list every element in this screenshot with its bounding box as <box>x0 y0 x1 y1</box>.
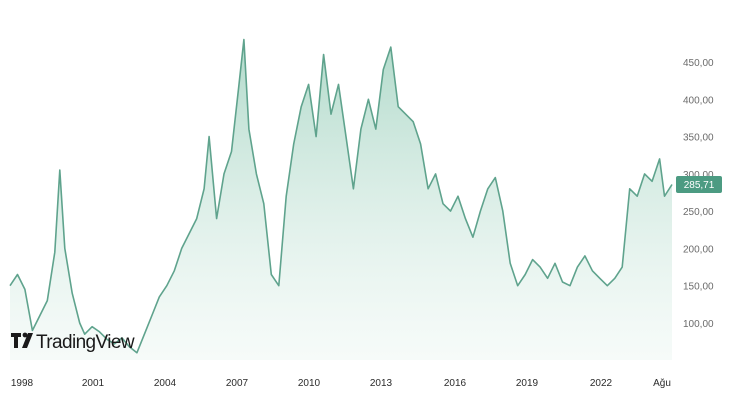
x-tick-label: 1998 <box>11 378 34 389</box>
last-price-tag-box <box>676 176 722 193</box>
x-tick-label: 2019 <box>516 378 539 389</box>
last-price-tag: 285,71 <box>676 176 722 193</box>
y-tick-label: 100,00 <box>683 319 714 330</box>
y-tick-label: 350,00 <box>683 133 714 144</box>
x-tick-label: 2004 <box>154 378 177 389</box>
price-area-fill <box>10 39 672 360</box>
x-axis: 1998 2001 2004 2007 2010 2013 2016 2019 2022 Ağu <box>11 378 671 389</box>
y-axis: 100,00 150,00 200,00 250,00 300,00 350,00 400,… <box>683 58 714 330</box>
y-tick-label: 300,00 <box>683 170 714 181</box>
x-tick-label: 2007 <box>226 378 249 389</box>
x-tick-label: Ağu <box>653 378 671 389</box>
tradingview-logo-mark-icon <box>11 332 33 348</box>
x-tick-label: 2010 <box>298 378 321 389</box>
tradingview-logo: TradingView <box>11 332 135 353</box>
last-price-label: 285,71 <box>684 180 715 191</box>
y-tick-label: 200,00 <box>683 244 714 255</box>
x-tick-label: 2016 <box>444 378 467 389</box>
x-tick-label: 2022 <box>590 378 613 389</box>
y-tick-label: 400,00 <box>683 95 714 106</box>
x-tick-label: 2013 <box>370 378 393 389</box>
y-tick-label: 250,00 <box>683 207 714 218</box>
y-tick-label: 150,00 <box>683 282 714 293</box>
tradingview-logo-text: TradingView <box>36 332 135 353</box>
price-series-line <box>9 38 673 354</box>
x-tick-label: 2001 <box>82 378 105 389</box>
y-tick-label: 450,00 <box>683 58 714 69</box>
